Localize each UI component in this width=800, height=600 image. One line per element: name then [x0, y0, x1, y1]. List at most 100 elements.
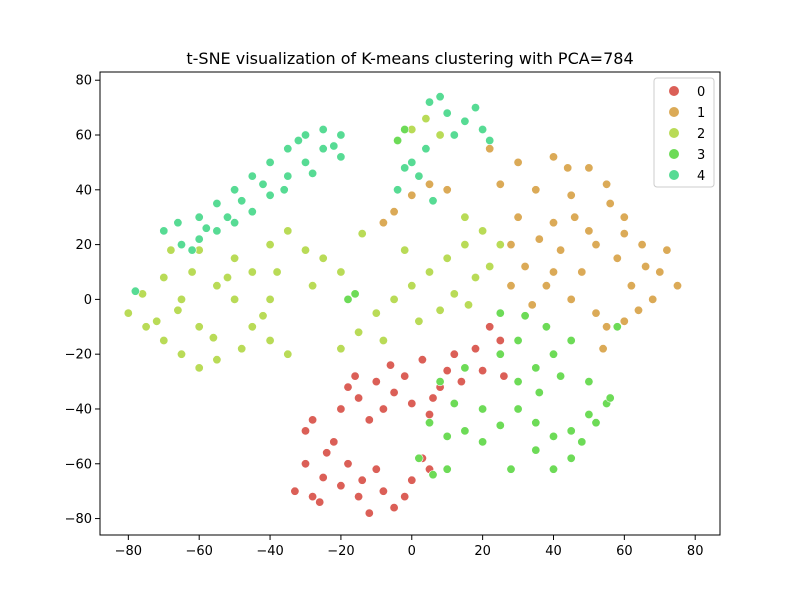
- point-series-4-26: [201, 223, 211, 233]
- point-series-0-17: [357, 475, 367, 485]
- x-tick-label-6: 40: [545, 544, 562, 559]
- point-series-0-34: [428, 393, 438, 403]
- point-series-4-31: [424, 97, 434, 107]
- point-series-2-15: [283, 349, 293, 359]
- point-series-3-8: [566, 426, 576, 436]
- point-series-1-9: [672, 281, 682, 291]
- point-series-4-20: [258, 179, 268, 189]
- point-series-1-26: [495, 179, 505, 189]
- point-series-3-22: [584, 377, 594, 387]
- point-series-2-47: [435, 305, 445, 315]
- legend-label-0: 0: [697, 85, 705, 100]
- point-series-4-7: [283, 144, 293, 154]
- point-series-1-23: [577, 267, 587, 277]
- point-series-2-50: [460, 212, 470, 222]
- point-series-0-11: [378, 486, 388, 496]
- point-series-0-41: [350, 371, 360, 381]
- point-series-1-1: [548, 152, 558, 162]
- point-series-4-29: [293, 136, 303, 146]
- point-series-2-18: [230, 253, 240, 263]
- point-series-1-14: [541, 281, 551, 291]
- point-series-0-18: [400, 492, 410, 502]
- point-series-0-35: [449, 349, 459, 359]
- point-series-1-27: [485, 144, 495, 154]
- legend-marker-3: [669, 149, 679, 159]
- point-series-1-13: [566, 294, 576, 304]
- point-series-2-34: [354, 327, 364, 337]
- point-series-3-1: [442, 431, 452, 441]
- point-series-3-17: [548, 349, 558, 359]
- point-series-1-42: [442, 185, 452, 195]
- point-series-4-44: [393, 185, 403, 195]
- y-tick-label-3: −20: [65, 348, 92, 363]
- point-series-1-4: [566, 190, 576, 200]
- point-series-4-22: [187, 245, 197, 255]
- point-series-4-19: [336, 152, 346, 162]
- point-series-1-24: [556, 245, 566, 255]
- point-series-0-26: [424, 409, 434, 419]
- point-series-0-0: [300, 459, 310, 469]
- series-3: [343, 125, 622, 480]
- point-series-3-26: [460, 363, 470, 373]
- legend-label-2: 2: [697, 127, 705, 142]
- point-series-1-16: [506, 240, 516, 250]
- point-series-2-9: [152, 316, 162, 326]
- point-series-4-27: [173, 218, 183, 228]
- point-series-1-2: [584, 163, 594, 173]
- point-series-3-33: [414, 453, 424, 463]
- point-series-0-43: [485, 322, 495, 332]
- point-series-4-17: [300, 157, 310, 167]
- point-series-4-4: [230, 185, 240, 195]
- y-tick-label-8: 80: [75, 74, 92, 89]
- point-series-3-34: [442, 464, 452, 474]
- point-series-1-44: [598, 344, 608, 354]
- point-series-2-42: [378, 335, 388, 345]
- point-series-1-41: [424, 179, 434, 189]
- point-series-1-6: [619, 212, 629, 222]
- point-series-0-9: [343, 459, 353, 469]
- series-2: [123, 114, 505, 373]
- point-series-1-20: [612, 253, 622, 263]
- point-series-4-16: [194, 234, 204, 244]
- point-series-3-9: [584, 409, 594, 419]
- point-series-2-7: [177, 294, 187, 304]
- x-tick-label-8: 80: [687, 544, 704, 559]
- point-series-3-20: [513, 335, 523, 345]
- point-series-1-12: [591, 308, 601, 318]
- point-series-0-3: [308, 492, 318, 502]
- point-series-3-37: [350, 289, 360, 299]
- point-series-1-25: [534, 234, 544, 244]
- x-tick-label-3: −20: [327, 544, 354, 559]
- x-axis: −80 −60 −40 −20 0 20 40 60 80: [115, 535, 704, 559]
- point-series-4-12: [265, 190, 275, 200]
- point-series-2-38: [424, 267, 434, 277]
- x-tick-label-0: −80: [115, 544, 142, 559]
- point-series-1-37: [619, 229, 629, 239]
- point-series-1-8: [655, 267, 665, 277]
- point-series-0-12: [407, 475, 417, 485]
- point-series-1-28: [570, 212, 580, 222]
- point-series-4-6: [265, 157, 275, 167]
- point-series-3-16: [531, 363, 541, 373]
- point-series-0-32: [417, 355, 427, 365]
- point-series-3-24: [449, 398, 459, 408]
- point-series-2-17: [247, 267, 257, 277]
- plot-area-frame: [99, 71, 721, 536]
- point-series-1-18: [548, 218, 558, 228]
- point-series-3-30: [591, 418, 601, 428]
- point-series-4-3: [212, 199, 222, 209]
- point-series-4-10: [336, 130, 346, 140]
- point-series-4-41: [414, 171, 424, 181]
- point-series-2-33: [308, 281, 318, 291]
- point-series-0-25: [407, 398, 417, 408]
- point-series-0-7: [329, 437, 339, 447]
- y-tick-label-1: −60: [65, 457, 92, 472]
- point-series-3-27: [495, 308, 505, 318]
- point-series-3-41: [506, 464, 516, 474]
- y-axis: −80 −60 −40 −20 0 20 40 60 80: [65, 74, 100, 527]
- point-series-2-2: [159, 335, 169, 345]
- y-tick-label-2: −40: [65, 402, 92, 417]
- point-series-2-25: [237, 344, 247, 354]
- point-series-3-32: [534, 387, 544, 397]
- point-series-1-10: [648, 294, 658, 304]
